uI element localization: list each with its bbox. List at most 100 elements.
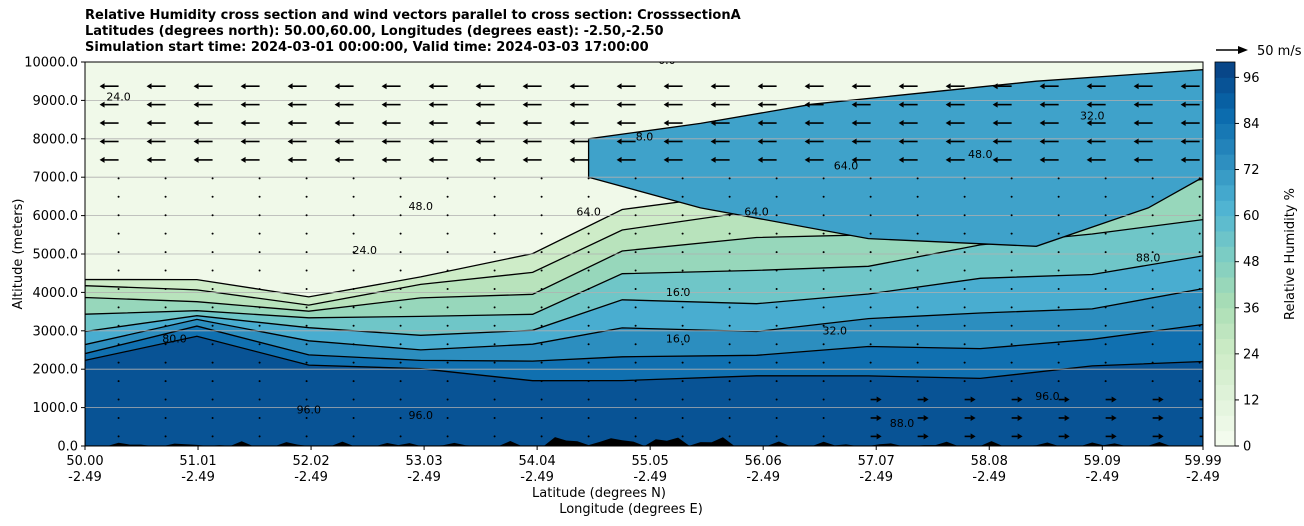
y-tick-label: 5000.0 [33,248,79,263]
wind-vector [352,232,355,235]
wind-vector [775,361,778,364]
wind-vector [211,435,214,438]
y-tick-label: 6000.0 [33,209,79,224]
wind-vector-head [287,120,293,127]
wind-vector [1151,232,1154,235]
wind-vector-head [1158,433,1164,440]
wind-vector-head [99,120,105,127]
wind-vector-head [710,83,716,90]
wind-vector-head [663,83,669,90]
wind-vector [728,177,731,180]
wind-vector [1198,380,1201,383]
wind-vector [399,435,402,438]
wind-vector [399,287,402,290]
wind-vector-head [1133,138,1139,145]
wind-vector [305,232,308,235]
wind-vector-head [1086,83,1092,90]
wind-vector [1104,343,1107,346]
wind-vector [493,306,496,309]
wind-vector [775,195,778,198]
colorbar-segment [1215,169,1235,186]
wind-vector-head [757,101,763,108]
wind-vector-head [757,138,763,145]
y-tick-label: 10000.0 [24,56,78,71]
wind-vector [963,324,966,327]
wind-vector [681,177,684,180]
wind-vector [352,380,355,383]
wind-vector [916,177,919,180]
wind-vector [399,398,402,401]
wind-vector [164,306,167,309]
wind-vector [305,435,308,438]
wind-vector-head [1180,120,1186,127]
wind-vector [1010,306,1013,309]
wind-vector-head [1039,138,1045,145]
wind-vector-head [710,120,716,127]
wind-vector [258,343,261,346]
wind-vector [963,195,966,198]
wind-vector-head [992,138,998,145]
x-tick-label-lat: 56.06 [745,454,782,469]
wind-vector-head [710,138,716,145]
wind-vector [305,380,308,383]
wind-vector [164,398,167,401]
x-tick-label-lon: -2.49 [1085,470,1119,485]
wind-vector [211,398,214,401]
wind-vector [352,361,355,364]
wind-vector [446,269,449,272]
wind-vector [728,361,731,364]
wind-vector [305,195,308,198]
wind-vector [211,324,214,327]
wind-vector-head [569,138,575,145]
wind-vector-head [616,138,622,145]
wind-vector [1057,306,1060,309]
wind-vector [869,195,872,198]
wind-vector [587,398,590,401]
wind-vector [117,214,120,217]
wind-vector-head [616,156,622,163]
wind-vector [493,269,496,272]
wind-vector [164,214,167,217]
wind-vector [1057,195,1060,198]
wind-vector [681,416,684,419]
wind-vector-head [876,433,882,440]
wind-vector [1151,361,1154,364]
wind-vector [258,361,261,364]
wind-vector-head [193,101,199,108]
colorbar-segment [1215,138,1235,155]
colorbar-tick-label: 60 [1243,209,1260,224]
wind-vector-head [1064,396,1070,403]
wind-vector-head [240,138,246,145]
x-axis-label-latitude: Latitude (degrees N) [532,486,666,501]
wind-vector [869,269,872,272]
wind-vector [916,361,919,364]
wind-vector-head [1086,138,1092,145]
wind-vector [258,324,261,327]
wind-vector [305,361,308,364]
wind-vector [117,324,120,327]
contour-label: 64.0 [576,206,601,219]
wind-vector [493,435,496,438]
wind-vector [211,416,214,419]
wind-vector [164,251,167,254]
wind-vector [775,398,778,401]
wind-vector [681,287,684,290]
wind-vector-head [146,120,152,127]
wind-vector [728,251,731,254]
wind-vector-head [381,138,387,145]
wind-vector [634,324,637,327]
wind-vector [1104,380,1107,383]
wind-vector [869,177,872,180]
y-tick-label: 4000.0 [33,286,79,301]
wind-vector [305,398,308,401]
wind-vector [1198,269,1201,272]
wind-vector-head [851,156,857,163]
wind-vector [493,380,496,383]
colorbar-segment [1215,200,1235,217]
wind-vector-head [1158,396,1164,403]
x-tick-label-lat: 59.09 [1084,454,1121,469]
x-tick-label-lon: -2.49 [294,470,328,485]
wind-vector [164,435,167,438]
wind-vector [634,177,637,180]
wind-vector [258,214,261,217]
